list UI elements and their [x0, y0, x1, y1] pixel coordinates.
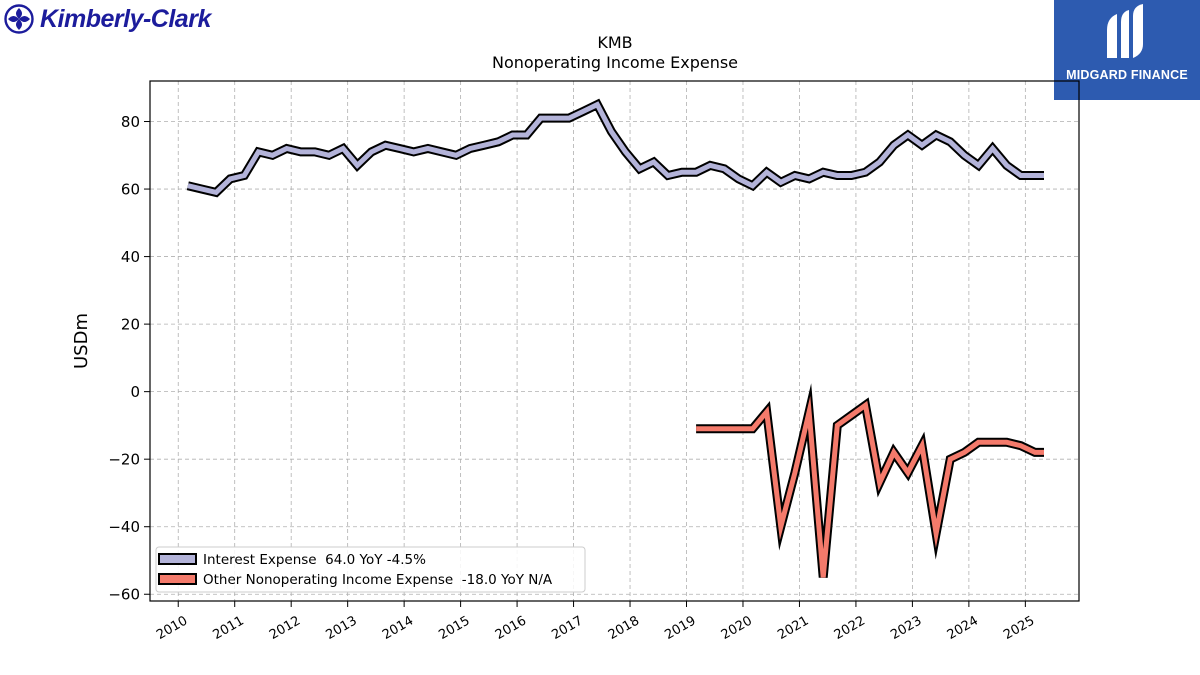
midgard-finance-wordmark: MIDGARD FINANCE: [1066, 68, 1188, 82]
x-tick-label: 2020: [719, 613, 755, 643]
x-tick-label: 2025: [1001, 613, 1037, 643]
grid: [150, 81, 1079, 601]
x-tick-label: 2021: [775, 613, 811, 643]
legend: Interest Expense 64.0 YoY -4.5% Other Non…: [155, 546, 586, 593]
legend-swatch: [158, 553, 197, 565]
legend-box: [155, 546, 586, 593]
y-tick-label: −40: [108, 518, 140, 536]
legend-entry: Interest Expense 64.0 YoY -4.5%: [203, 552, 426, 568]
series-line: [696, 395, 1044, 578]
x-tick-label: 2013: [323, 613, 359, 643]
chart-title: KMB: [597, 33, 632, 52]
plot-frame: [149, 80, 1080, 602]
x-tick-label: 2018: [606, 613, 642, 643]
legend-entry: Other Nonoperating Income Expense -18.0 …: [203, 572, 553, 588]
y-tick-label: 60: [121, 181, 140, 199]
series-line: [187, 101, 1044, 196]
y-tick-label: 80: [121, 113, 140, 131]
chart-subtitle: Nonoperating Income Expense: [492, 53, 738, 72]
x-tick-label: 2023: [888, 613, 924, 643]
x-tick-label: 2014: [380, 613, 416, 643]
x-tick-label: 2022: [832, 613, 868, 643]
kimberly-clark-wordmark: Kimberly-Clark: [40, 4, 211, 33]
kimberly-clark-emblem-icon: [4, 4, 34, 34]
y-tick-label: 40: [121, 248, 140, 266]
y-tick-label: 0: [130, 383, 140, 401]
series-line-outline: [186, 98, 1044, 198]
x-tick-label: 2024: [945, 613, 981, 643]
x-tick-label: 2010: [154, 613, 190, 643]
midgard-emblem-icon: [1107, 4, 1143, 58]
legend-swatch: [158, 573, 197, 585]
x-tick-label: 2016: [493, 613, 529, 643]
series-layer: [186, 98, 1044, 578]
x-tick-label: 2017: [549, 613, 585, 643]
x-tick-label: 2011: [211, 613, 247, 643]
y-tick-label: −20: [108, 451, 140, 469]
midgard-finance-logo: MIDGARD FINANCE: [1054, 0, 1200, 100]
x-tick-label: 2019: [662, 613, 698, 643]
series-1: [696, 383, 1044, 578]
x-tick-label: 2015: [436, 613, 472, 643]
x-tick-label: 2012: [267, 613, 303, 643]
y-tick-label: 20: [121, 316, 140, 334]
kimberly-clark-logo: Kimberly-Clark: [4, 4, 211, 34]
y-axis-label: USDm: [71, 313, 92, 369]
series-0: [186, 98, 1044, 198]
y-tick-label: −60: [108, 586, 140, 604]
